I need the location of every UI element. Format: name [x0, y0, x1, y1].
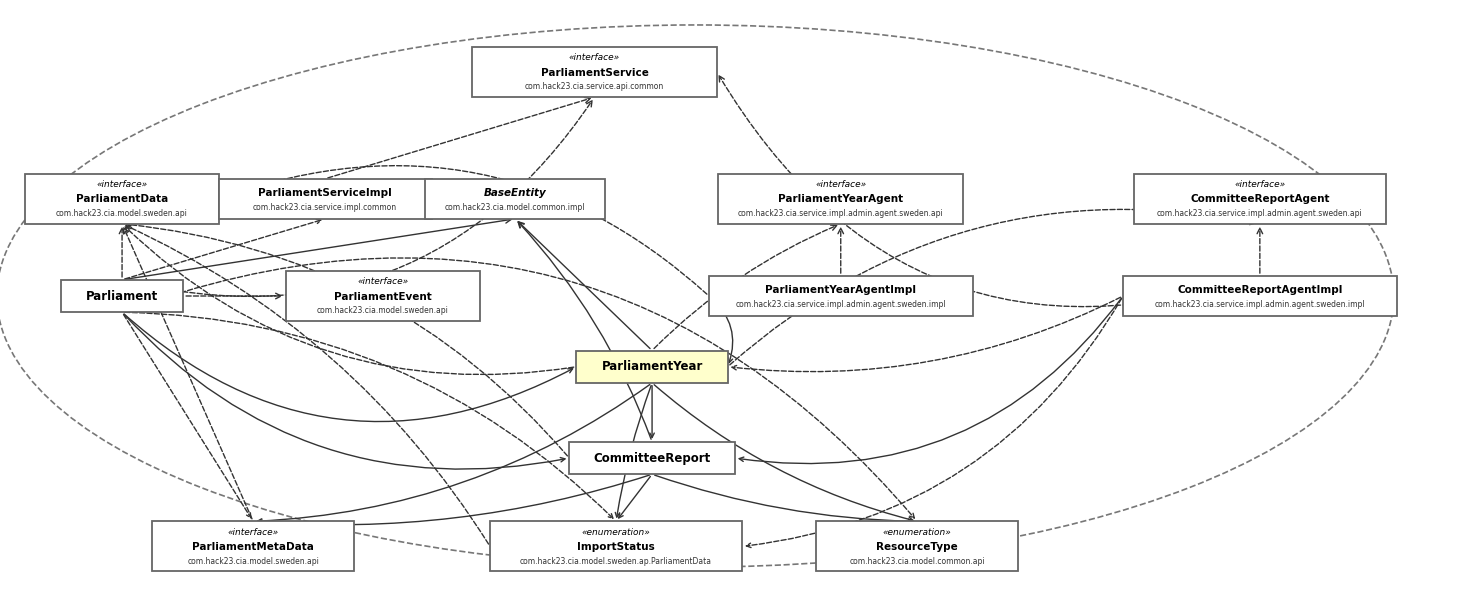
Text: ParliamentYear: ParliamentYear [602, 360, 702, 373]
Text: «interface»: «interface» [815, 180, 866, 189]
Text: «interface»: «interface» [358, 278, 409, 287]
Text: com.hack23.cia.model.common.impl: com.hack23.cia.model.common.impl [445, 202, 585, 211]
Text: BaseEntity: BaseEntity [483, 188, 546, 198]
Text: «interface»: «interface» [96, 180, 147, 189]
Text: com.hack23.cia.service.impl.common: com.hack23.cia.service.impl.common [253, 202, 397, 211]
FancyBboxPatch shape [1123, 276, 1397, 316]
FancyBboxPatch shape [472, 47, 717, 97]
Text: com.hack23.cia.service.impl.admin.agent.sweden.api: com.hack23.cia.service.impl.admin.agent.… [737, 209, 943, 218]
Text: com.hack23.cia.model.sweden.api: com.hack23.cia.model.sweden.api [55, 209, 188, 218]
Text: ParliamentYearAgentImpl: ParliamentYearAgentImpl [765, 285, 917, 295]
Text: ParliamentEvent: ParliamentEvent [334, 292, 432, 301]
FancyBboxPatch shape [569, 442, 734, 474]
Text: «interface»: «interface» [569, 53, 620, 62]
Text: com.hack23.cia.service.impl.admin.agent.sweden.impl: com.hack23.cia.service.impl.admin.agent.… [736, 300, 946, 309]
Text: «interface»: «interface» [1234, 180, 1285, 189]
Text: CommitteeReport: CommitteeReport [593, 452, 711, 465]
FancyBboxPatch shape [1134, 173, 1386, 224]
FancyBboxPatch shape [816, 522, 1018, 571]
Text: ParliamentServiceImpl: ParliamentServiceImpl [258, 188, 391, 198]
Text: Parliament: Parliament [86, 289, 158, 303]
FancyBboxPatch shape [710, 276, 972, 316]
FancyBboxPatch shape [577, 350, 727, 383]
Text: com.hack23.cia.service.impl.admin.agent.sweden.impl: com.hack23.cia.service.impl.admin.agent.… [1155, 300, 1365, 309]
Text: «enumeration»: «enumeration» [883, 528, 952, 537]
FancyBboxPatch shape [219, 179, 432, 219]
Text: com.hack23.cia.model.sweden.api: com.hack23.cia.model.sweden.api [317, 306, 448, 315]
Text: «enumeration»: «enumeration» [581, 528, 651, 537]
Text: ParliamentData: ParliamentData [76, 194, 168, 204]
Text: com.hack23.cia.service.api.common: com.hack23.cia.service.api.common [524, 82, 664, 91]
Text: com.hack23.cia.model.sweden.ap.ParliamentData: com.hack23.cia.model.sweden.ap.Parliamen… [520, 556, 712, 565]
Text: «interface»: «interface» [228, 528, 279, 537]
Text: com.hack23.cia.model.common.api: com.hack23.cia.model.common.api [850, 556, 986, 565]
Text: com.hack23.cia.service.impl.admin.agent.sweden.api: com.hack23.cia.service.impl.admin.agent.… [1156, 209, 1362, 218]
Text: CommitteeReportAgentImpl: CommitteeReportAgentImpl [1177, 285, 1343, 295]
FancyBboxPatch shape [286, 271, 480, 321]
FancyBboxPatch shape [152, 522, 353, 571]
Text: ParliamentYearAgent: ParliamentYearAgent [778, 194, 904, 204]
FancyBboxPatch shape [61, 280, 184, 312]
Text: ResourceType: ResourceType [876, 542, 958, 552]
FancyBboxPatch shape [718, 173, 964, 224]
Text: CommitteeReportAgent: CommitteeReportAgent [1190, 194, 1330, 204]
Text: ParliamentMetaData: ParliamentMetaData [193, 542, 314, 552]
Text: ImportStatus: ImportStatus [577, 542, 656, 552]
Text: com.hack23.cia.model.sweden.api: com.hack23.cia.model.sweden.api [187, 556, 320, 565]
Text: ParliamentService: ParliamentService [540, 67, 648, 78]
FancyBboxPatch shape [25, 173, 219, 224]
FancyBboxPatch shape [491, 522, 742, 571]
FancyBboxPatch shape [425, 179, 606, 219]
